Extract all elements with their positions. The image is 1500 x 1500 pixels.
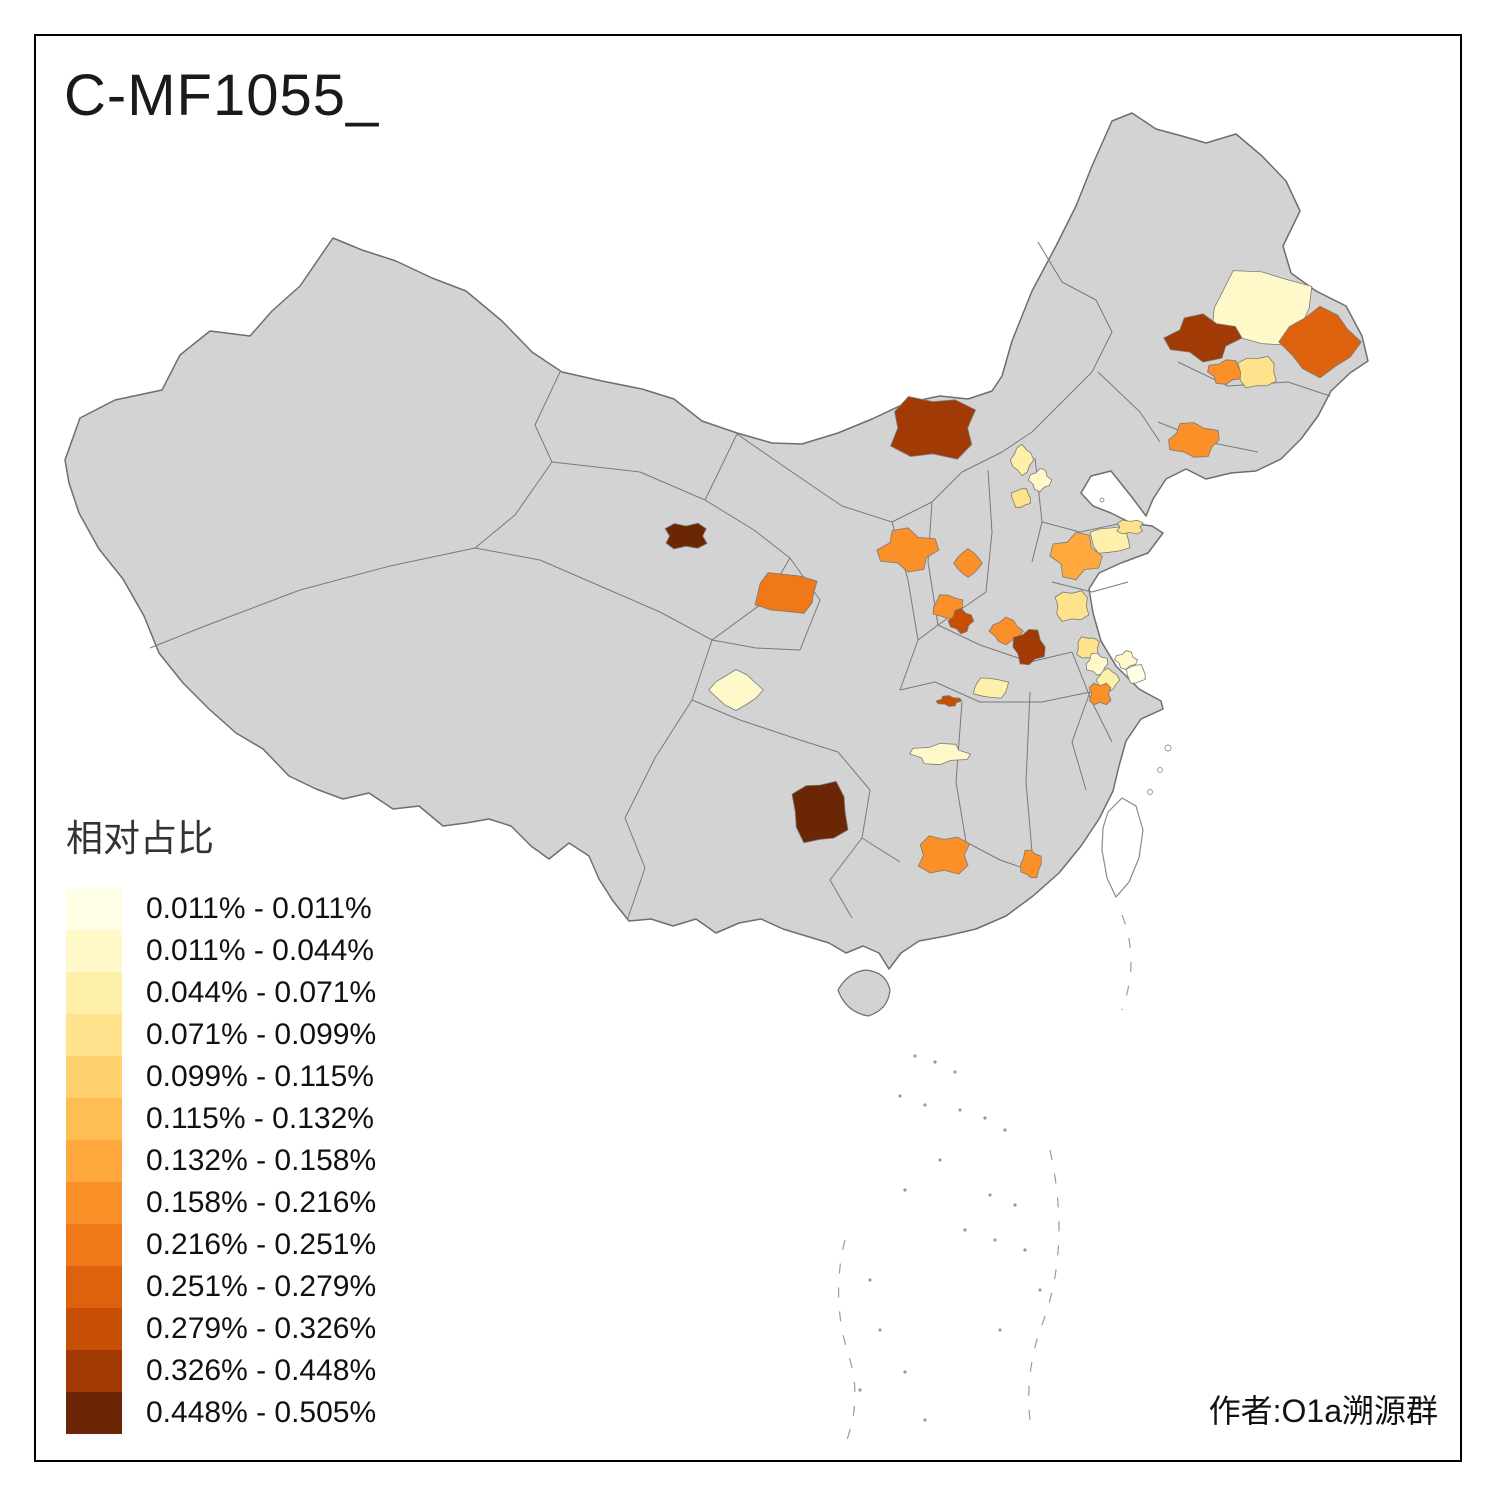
legend-swatch (66, 1098, 122, 1140)
page-title: C-MF1055_ (64, 63, 380, 128)
legend-label: 0.216% - 0.251% (146, 1228, 377, 1261)
region-shape (1163, 313, 1243, 363)
legend-swatch (66, 1350, 122, 1392)
region-shape (1049, 531, 1103, 581)
legend-label: 0.011% - 0.044% (146, 934, 374, 967)
region-shape (1012, 628, 1046, 666)
legend-row: 0.216% - 0.251% (66, 1224, 486, 1266)
legend-label: 0.099% - 0.115% (146, 1060, 374, 1093)
region-shape (909, 742, 972, 766)
legend-items: 0.011% - 0.011% 0.011% - 0.044% 0.044% -… (66, 888, 486, 1434)
legend-label: 0.158% - 0.216% (146, 1186, 377, 1219)
legend-label: 0.044% - 0.071% (146, 976, 377, 1009)
region-shape (1168, 422, 1220, 458)
region-shape (1054, 590, 1090, 622)
legend-label: 0.326% - 0.448% (146, 1354, 377, 1387)
legend-label: 0.132% - 0.158% (146, 1144, 377, 1177)
region-shape (1088, 682, 1112, 706)
legend-row: 0.115% - 0.132% (66, 1098, 486, 1140)
legend-swatch (66, 1056, 122, 1098)
legend-label: 0.251% - 0.279% (146, 1270, 377, 1303)
region-shape (1020, 849, 1042, 879)
legend-swatch (66, 972, 122, 1014)
region-shape (1009, 443, 1035, 477)
region-shape (791, 780, 849, 844)
region-shape (1126, 664, 1146, 684)
legend-swatch (66, 1140, 122, 1182)
legend-row: 0.448% - 0.505% (66, 1392, 486, 1434)
region-shape (1278, 305, 1362, 379)
legend-label: 0.115% - 0.132% (146, 1102, 374, 1135)
region-shape (664, 522, 708, 550)
legend-swatch (66, 930, 122, 972)
legend-swatch (66, 1182, 122, 1224)
legend-row: 0.099% - 0.115% (66, 1056, 486, 1098)
hainan-island (837, 969, 891, 1017)
region-shape (935, 695, 963, 707)
regions-layer (664, 270, 1362, 879)
region-shape (890, 396, 977, 460)
region-shape (947, 607, 975, 635)
legend-row: 0.158% - 0.216% (66, 1182, 486, 1224)
legend-label: 0.448% - 0.505% (146, 1396, 377, 1429)
region-shape (1011, 488, 1031, 508)
region-shape (953, 548, 983, 578)
legend-row: 0.326% - 0.448% (66, 1350, 486, 1392)
legend-swatch (66, 1014, 122, 1056)
legend-label: 0.279% - 0.326% (146, 1312, 377, 1345)
legend-swatch (66, 888, 122, 930)
region-shape (754, 572, 818, 614)
legend-row: 0.251% - 0.279% (66, 1266, 486, 1308)
region-shape (1113, 650, 1139, 670)
legend-label: 0.071% - 0.099% (146, 1018, 377, 1051)
china-outline (64, 112, 1369, 970)
coastal-islets (1099, 497, 1172, 795)
taiwan-island (1101, 797, 1144, 899)
region-shape (972, 677, 1010, 699)
legend-label: 0.011% - 0.011% (146, 892, 372, 925)
legend-swatch (66, 1224, 122, 1266)
legend-title: 相对占比 (66, 818, 214, 859)
region-shape (917, 835, 971, 875)
legend-swatch (66, 1308, 122, 1350)
legend-row: 0.071% - 0.099% (66, 1014, 486, 1056)
region-shape (1237, 355, 1277, 389)
region-shape (1207, 359, 1245, 385)
region-shape (1027, 467, 1053, 493)
legend-row: 0.011% - 0.011% (66, 888, 486, 930)
legend-swatch (66, 1266, 122, 1308)
legend-row: 0.279% - 0.326% (66, 1308, 486, 1350)
region-shape (1116, 519, 1144, 535)
region-shape (708, 669, 764, 711)
legend-row: 0.132% - 0.158% (66, 1140, 486, 1182)
legend: 相对占比 0.011% - 0.011% 0.011% - 0.044% 0.0… (66, 808, 486, 1434)
attribution: 作者:O1a溯源群 (1208, 1393, 1438, 1429)
south-china-sea-marks (858, 1054, 1042, 1422)
legend-row: 0.044% - 0.071% (66, 972, 486, 1014)
nine-dash-line (837, 914, 1132, 1446)
region-shape (876, 527, 940, 573)
legend-swatch (66, 1392, 122, 1434)
legend-row: 0.011% - 0.044% (66, 930, 486, 972)
